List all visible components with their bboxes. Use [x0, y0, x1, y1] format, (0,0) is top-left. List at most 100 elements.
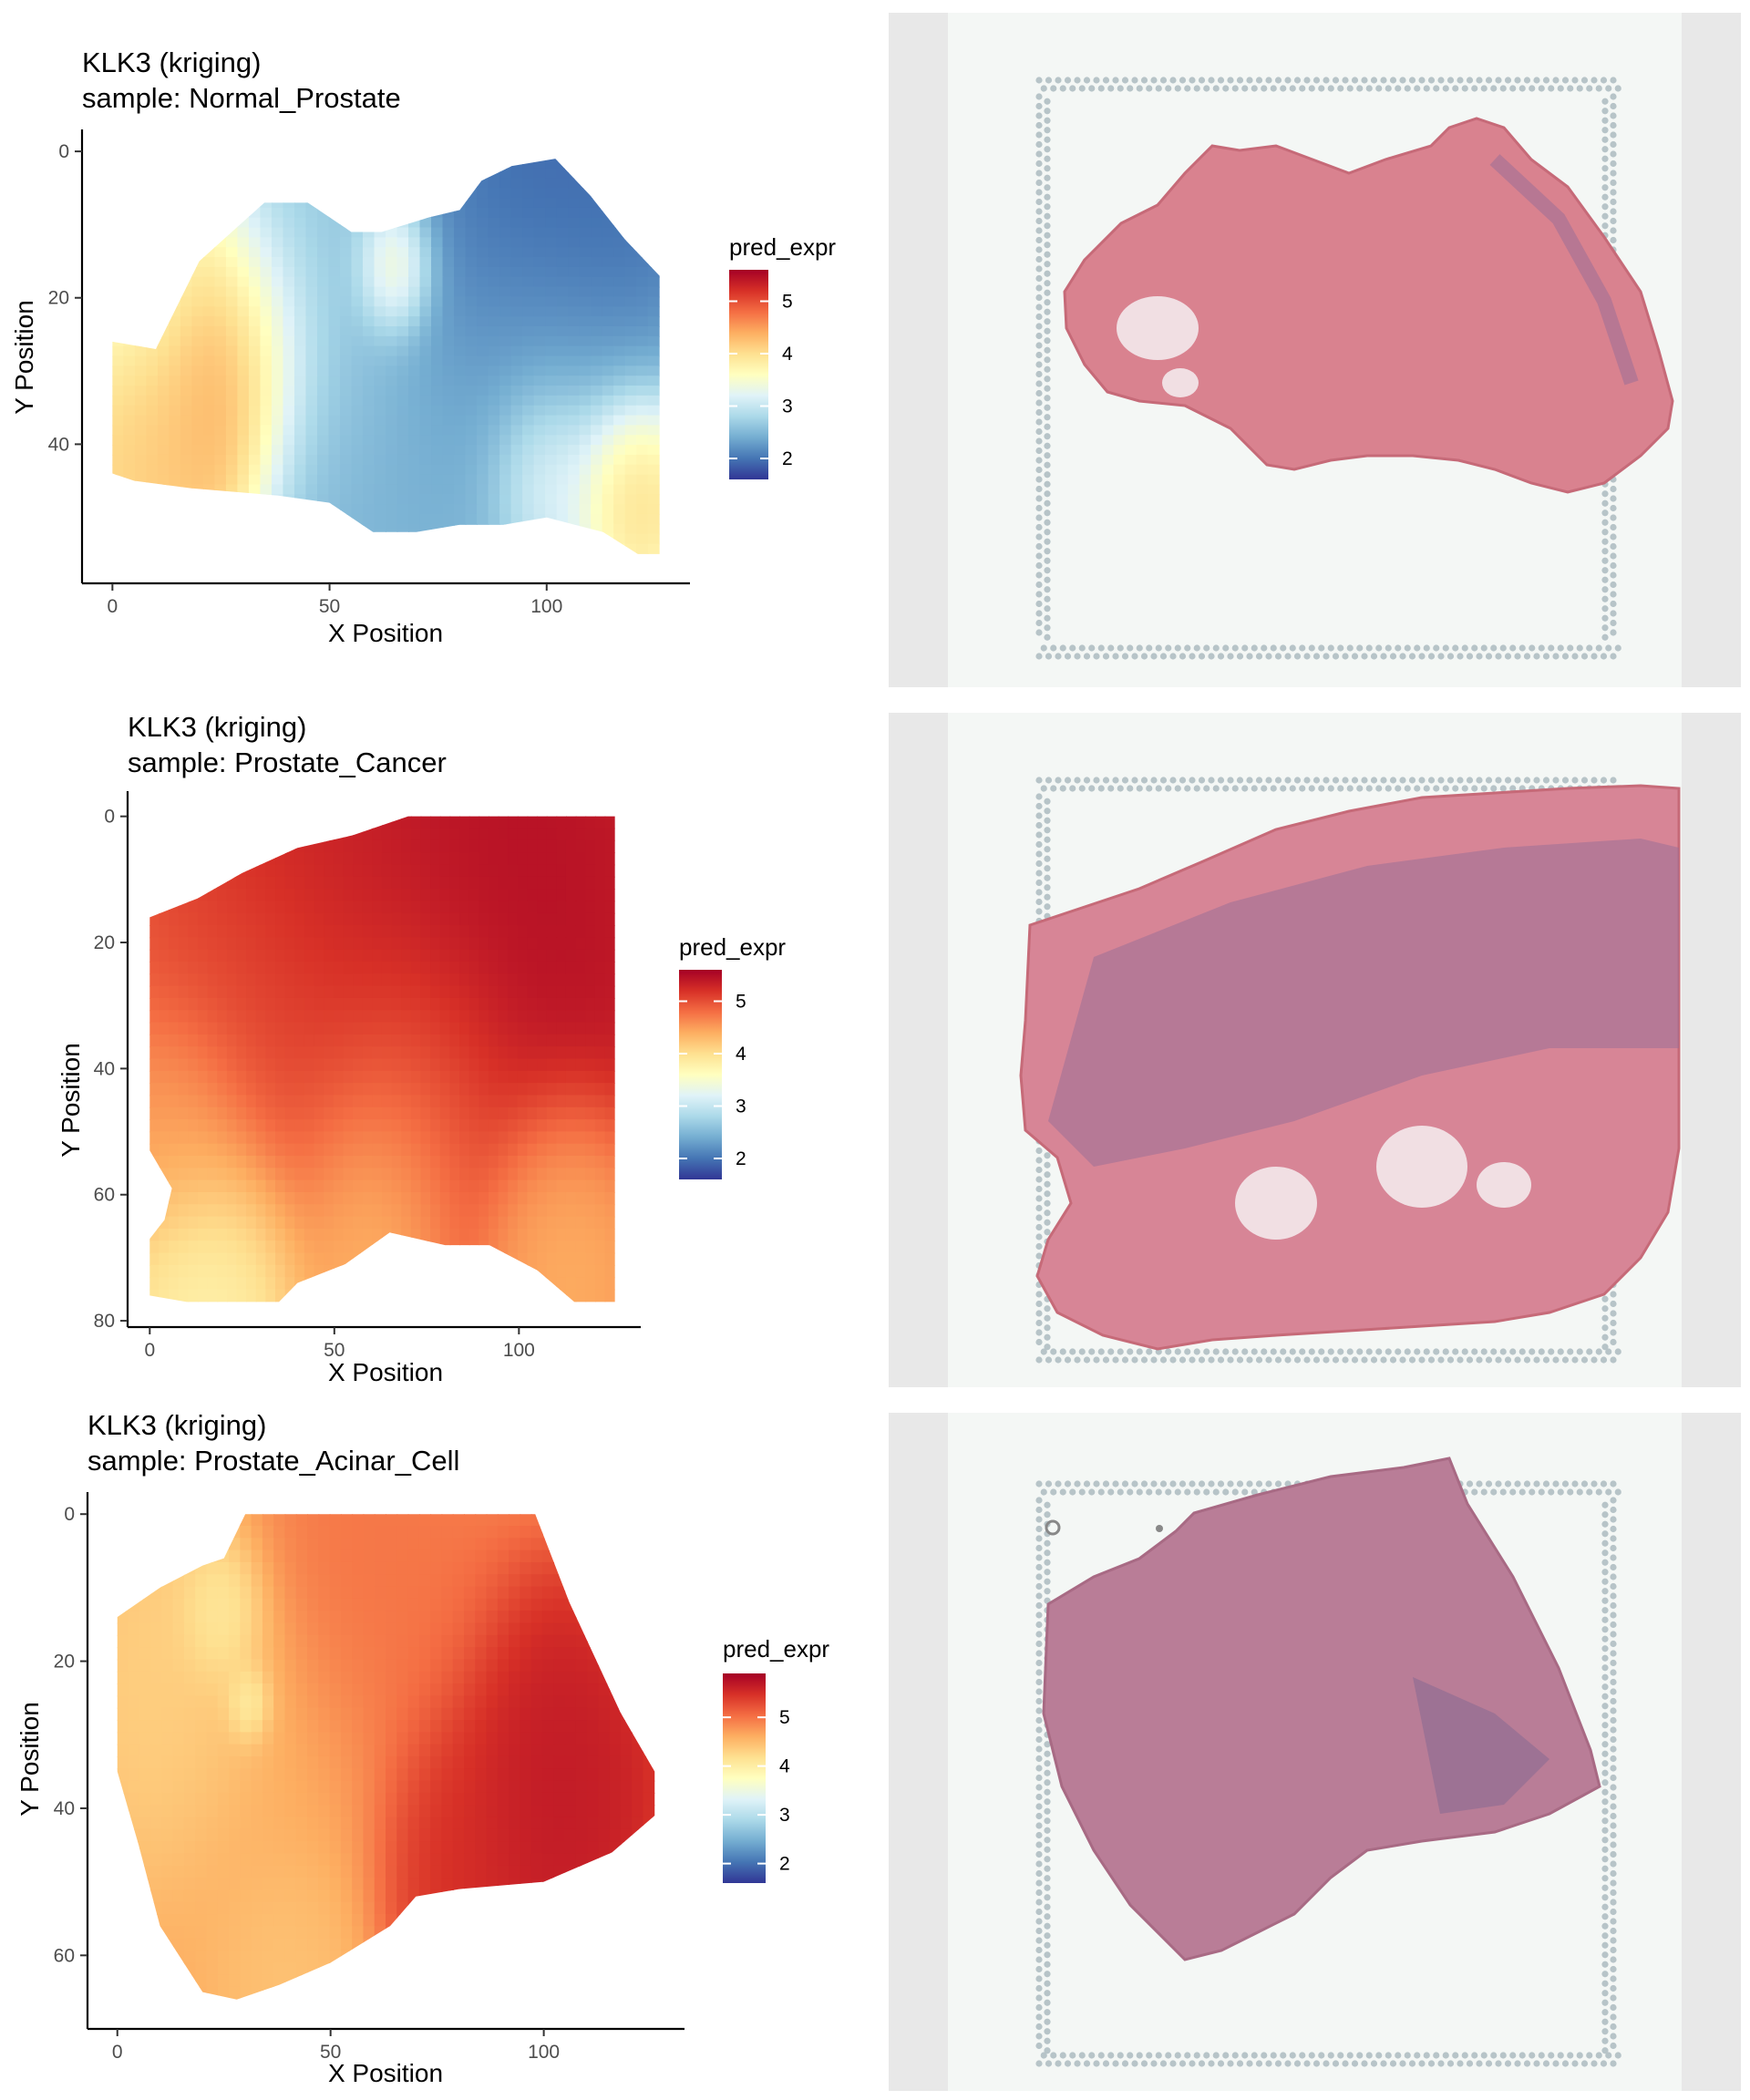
heatmap-cell [316, 207, 330, 219]
heatmap-cell [362, 1228, 374, 1242]
heatmap-cell [468, 1179, 480, 1193]
heatmap-cell [556, 355, 570, 367]
heatmap-cell [161, 1586, 174, 1600]
heatmap-cell [454, 435, 467, 447]
heatmap-cell [602, 188, 615, 200]
heatmap-cell [316, 237, 330, 249]
heatmap-cell [251, 1707, 263, 1722]
heatmap-cell [613, 376, 626, 387]
heatmap-cell [545, 445, 558, 456]
heatmap-cell [594, 949, 606, 962]
heatmap-cell [339, 237, 353, 249]
heatmap-cell [454, 266, 467, 278]
heatmap-cell [479, 852, 489, 866]
heatmap-cell [146, 395, 159, 407]
heatmap-cell [545, 198, 558, 209]
heatmap-cell [420, 1095, 432, 1108]
heatmap-cell [499, 266, 512, 278]
heatmap-cell [602, 227, 615, 239]
heatmap-cell [275, 901, 286, 914]
heatmap-cell [283, 464, 295, 476]
heatmap-cell [295, 1683, 309, 1697]
heatmap-cell [386, 188, 398, 200]
heatmap-cell [587, 1549, 600, 1563]
heatmap-cell [202, 474, 216, 486]
heatmap-cell [530, 1538, 543, 1551]
heatmap-cell [226, 1131, 238, 1145]
heatmap-cell [556, 1095, 567, 1108]
heatmap-cell [598, 1574, 611, 1588]
heatmap-cell [226, 1289, 238, 1302]
heatmap-cell [117, 1744, 129, 1757]
heatmap-cell [575, 1010, 587, 1024]
heatmap-cell [545, 415, 558, 427]
heatmap-cell [509, 1538, 521, 1551]
heatmap-cell [324, 1204, 335, 1218]
heatmap-cell [275, 997, 286, 1012]
heatmap-cell [293, 276, 307, 288]
heatmap-cell [139, 1622, 152, 1636]
heatmap-cell [420, 1010, 432, 1024]
heatmap-cell [479, 839, 489, 854]
heatmap-cell [112, 159, 125, 170]
heatmap-cell [418, 1611, 432, 1624]
heatmap-cell [468, 1143, 480, 1158]
heatmap-cell [604, 1277, 615, 1291]
heatmap-cell [161, 1647, 174, 1661]
heatmap-cell [620, 1659, 633, 1673]
heatmap-cell [305, 386, 318, 396]
heatmap-cell [442, 474, 456, 486]
heatmap-cell [386, 1695, 398, 1709]
heatmap-cell [499, 237, 512, 249]
heatmap-cell [463, 1732, 477, 1745]
heatmap-cell [374, 365, 386, 377]
heatmap-cell [169, 1070, 180, 1085]
heatmap-cell [545, 217, 558, 229]
heatmap-cell [207, 839, 219, 854]
heatmap-cell [579, 168, 592, 180]
heatmap-cell [146, 494, 159, 506]
heatmap-cell [541, 1538, 555, 1551]
heatmap-cell [391, 1095, 403, 1108]
heatmap-cell [195, 1622, 208, 1636]
heatmap-cell [430, 1720, 443, 1734]
heatmap-cell [324, 985, 335, 999]
heatmap-cell [294, 973, 305, 987]
heatmap-cell [624, 325, 638, 337]
heatmap-cell [324, 876, 335, 890]
heatmap-cell [575, 1526, 589, 1539]
heatmap-cell [454, 355, 467, 367]
heatmap-cell [134, 474, 148, 486]
heatmap-cell [488, 435, 501, 447]
heatmap-cell [240, 1744, 252, 1757]
heatmap-cell [169, 513, 181, 525]
heatmap-cell [537, 1191, 548, 1206]
heatmap-cell [304, 1131, 315, 1145]
heatmap-cell [169, 1240, 180, 1254]
heatmap-cell [123, 325, 136, 337]
heatmap-cell [497, 1768, 510, 1782]
heatmap-cell [255, 1070, 267, 1085]
heatmap-cell [265, 1058, 277, 1072]
heatmap-cell [579, 445, 592, 456]
heatmap-cell [517, 1179, 529, 1193]
heatmap-cell [408, 306, 421, 318]
heatmap-cell [556, 1191, 567, 1206]
heatmap-cell [509, 1622, 521, 1636]
heatmap-cell [479, 1191, 489, 1206]
heatmap-cell [431, 523, 444, 535]
heatmap-cell [396, 1707, 409, 1722]
heatmap-cell [295, 1780, 309, 1794]
heatmap-cell [527, 1107, 539, 1121]
heatmap-cell [372, 1119, 383, 1133]
heatmap-cell [441, 1744, 454, 1757]
heatmap-cell [522, 178, 535, 190]
heatmap-cell [442, 227, 456, 239]
heatmap-cell [452, 1744, 465, 1757]
heatmap-cell [178, 937, 190, 951]
heatmap-cell [226, 1095, 238, 1108]
heatmap-cell [391, 1179, 403, 1193]
heatmap-cell [128, 1647, 140, 1661]
heatmap-cell [251, 1695, 263, 1709]
heatmap-cell [180, 445, 193, 456]
